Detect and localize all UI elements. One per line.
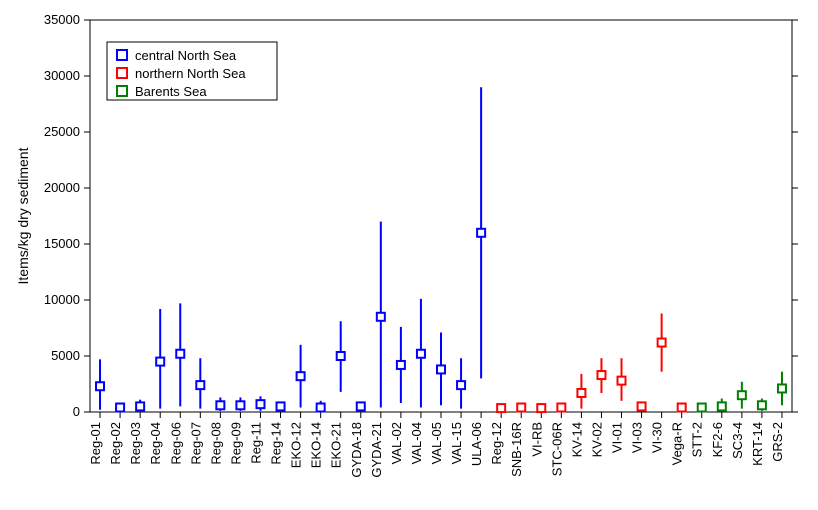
y-tick-label: 15000: [44, 236, 80, 251]
x-tick-label: Reg-08: [208, 422, 223, 465]
data-marker: [437, 365, 445, 373]
x-tick-label: VI-01: [610, 422, 625, 453]
x-tick-label: VAL-02: [389, 422, 404, 464]
x-tick-label: KRT-14: [750, 422, 765, 466]
legend-marker: [117, 86, 127, 96]
y-tick-label: 35000: [44, 12, 80, 27]
data-marker: [497, 404, 505, 412]
x-tick-label: SC3-4: [730, 422, 745, 459]
data-marker: [457, 381, 465, 389]
x-tick-label: STT-2: [690, 422, 705, 457]
data-marker: [597, 371, 605, 379]
x-tick-label: Reg-02: [108, 422, 123, 465]
x-tick-label: EKO-14: [309, 422, 324, 468]
y-tick-label: 10000: [44, 292, 80, 307]
x-tick-label: KF2-6: [710, 422, 725, 457]
x-tick-label: GYDA-21: [369, 422, 384, 478]
data-marker: [678, 404, 686, 412]
chart-container: 0 5000 10000 15000 20000 25000 30000 35000 Items…: [0, 0, 818, 510]
x-tick-label: VAL-05: [429, 422, 444, 464]
data-marker: [256, 400, 264, 408]
x-tick-label: Reg-09: [228, 422, 243, 465]
x-tick-label: STC-06R: [549, 422, 564, 476]
data-marker: [758, 401, 766, 409]
legend-label: Barents Sea: [135, 84, 207, 99]
x-tick-label: KV-02: [589, 422, 604, 457]
data-marker: [618, 377, 626, 385]
data-marker: [517, 404, 525, 412]
x-tick-label: VI-30: [650, 422, 665, 453]
data-marker: [357, 402, 365, 410]
y-tick-label: 5000: [51, 348, 80, 363]
legend-label: northern North Sea: [135, 66, 246, 81]
data-marker: [176, 350, 184, 358]
x-tick-label: Reg-04: [148, 422, 163, 465]
y-tick-label: 25000: [44, 124, 80, 139]
data-marker: [96, 382, 104, 390]
x-tick-label: Reg-12: [489, 422, 504, 465]
data-marker: [778, 384, 786, 392]
x-tick-label: Reg-03: [128, 422, 143, 465]
x-tick-label: EKO-21: [329, 422, 344, 468]
data-marker: [136, 402, 144, 410]
data-marker: [537, 404, 545, 412]
y-axis-title: Items/kg dry sediment: [15, 147, 31, 284]
data-marker: [297, 372, 305, 380]
x-tick-label: Vega-R: [670, 422, 685, 465]
x-tick-label: VI-03: [630, 422, 645, 453]
y-tick-label: 30000: [44, 68, 80, 83]
data-marker: [577, 389, 585, 397]
data-marker: [277, 402, 285, 410]
data-marker: [658, 339, 666, 347]
data-marker: [337, 352, 345, 360]
data-marker: [196, 381, 204, 389]
x-tick-label: Reg-14: [269, 422, 284, 465]
x-tick-label: VI-RB: [529, 422, 544, 457]
x-tick-label: GYDA-18: [349, 422, 364, 478]
x-tick-label: KV-14: [569, 422, 584, 457]
data-marker: [156, 358, 164, 366]
x-tick-label: Reg-01: [88, 422, 103, 465]
x-tick-label: Reg-06: [168, 422, 183, 465]
data-marker: [698, 404, 706, 412]
data-marker: [397, 361, 405, 369]
legend-marker: [117, 68, 127, 78]
x-tick-label: VAL-04: [409, 422, 424, 464]
x-tick-label: SNB-16R: [509, 422, 524, 477]
data-marker: [557, 404, 565, 412]
data-marker: [417, 350, 425, 358]
x-tick-label: GRS-2: [770, 422, 785, 462]
chart-svg: 0 5000 10000 15000 20000 25000 30000 35000 Items…: [0, 0, 818, 510]
legend-label: central North Sea: [135, 48, 237, 63]
data-marker: [317, 404, 325, 412]
legend-marker: [117, 50, 127, 60]
x-tick-label: ULA-06: [469, 422, 484, 466]
y-tick-label: 20000: [44, 180, 80, 195]
data-marker: [738, 391, 746, 399]
data-marker: [477, 229, 485, 237]
data-marker: [638, 402, 646, 410]
x-tick-label: EKO-12: [289, 422, 304, 468]
x-tick-label: Reg-07: [188, 422, 203, 465]
data-marker: [236, 401, 244, 409]
x-tick-label: Reg-11: [248, 422, 263, 464]
data-marker: [718, 402, 726, 410]
x-tick-label: VAL-15: [449, 422, 464, 464]
y-tick-label: 0: [73, 404, 80, 419]
data-marker: [216, 401, 224, 409]
data-marker: [116, 404, 124, 412]
data-marker: [377, 313, 385, 321]
